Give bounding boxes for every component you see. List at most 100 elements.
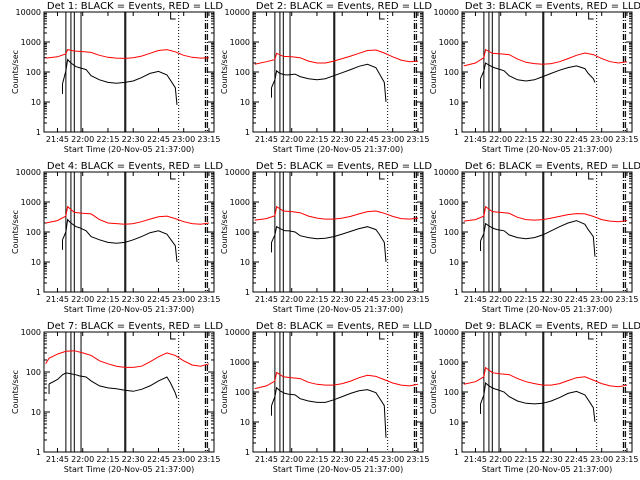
marker-bracket bbox=[379, 332, 385, 340]
series-events-line bbox=[62, 218, 178, 263]
x-tick-label: 22:45 bbox=[147, 455, 170, 464]
y-tick-label: 10000 bbox=[16, 8, 41, 17]
x-tick-label: 23:15 bbox=[197, 135, 220, 144]
x-tick-label: 22:30 bbox=[331, 135, 354, 144]
marker-bracket bbox=[379, 12, 385, 20]
series-lld-line bbox=[45, 350, 210, 368]
plot-frame bbox=[252, 171, 424, 293]
x-tick-label: 22:00 bbox=[71, 295, 94, 304]
y-tick-label: 1 bbox=[454, 128, 459, 137]
y-tick-label: 1 bbox=[36, 128, 41, 137]
series-events-line bbox=[480, 62, 596, 83]
panel-title: Det 3: BLACK = Events, RED = LLD bbox=[465, 1, 640, 12]
series-lld-line bbox=[45, 205, 210, 225]
x-tick-label: 22:45 bbox=[565, 455, 588, 464]
x-axis-label: Start Time (20-Nov-05 21:37:00) bbox=[64, 305, 194, 314]
series-lld-line bbox=[254, 49, 419, 65]
x-tick-label: 21:45 bbox=[464, 455, 487, 464]
y-tick-label: 10000 bbox=[225, 168, 250, 177]
y-axis-label: Counts/sec bbox=[429, 210, 438, 254]
x-tick-label: 21:45 bbox=[255, 135, 278, 144]
y-axis-label: Counts/sec bbox=[220, 210, 229, 254]
y-tick-label: 10 bbox=[449, 258, 459, 267]
panel-title: Det 9: BLACK = Events, RED = LLD bbox=[465, 321, 640, 332]
series-events-line bbox=[480, 220, 596, 257]
x-tick-label: 22:15 bbox=[305, 135, 328, 144]
y-tick-label: 1000 bbox=[230, 38, 250, 47]
x-tick-label: 23:00 bbox=[381, 295, 404, 304]
x-tick-label: 21:45 bbox=[464, 135, 487, 144]
marker-bracket bbox=[588, 172, 594, 180]
y-tick-label: 10000 bbox=[225, 328, 250, 337]
y-tick-label: 1000 bbox=[230, 198, 250, 207]
marker-bracket bbox=[170, 12, 176, 20]
x-tick-label: 22:45 bbox=[356, 295, 379, 304]
y-tick-label: 1000 bbox=[230, 358, 250, 367]
y-tick-label: 1000 bbox=[21, 328, 41, 337]
y-axis-label: Counts/sec bbox=[429, 370, 438, 414]
x-tick-label: 23:15 bbox=[197, 455, 220, 464]
series-events-line bbox=[48, 372, 178, 399]
x-tick-label: 22:30 bbox=[122, 135, 145, 144]
y-tick-label: 1 bbox=[454, 288, 459, 297]
x-axis-label: Start Time (20-Nov-05 21:37:00) bbox=[482, 465, 612, 474]
plot-frame bbox=[43, 11, 215, 133]
x-tick-label: 22:15 bbox=[514, 135, 537, 144]
x-tick-label: 23:15 bbox=[406, 295, 429, 304]
y-tick-label: 100 bbox=[26, 368, 41, 377]
y-tick-label: 10 bbox=[449, 418, 459, 427]
x-tick-label: 23:15 bbox=[615, 295, 638, 304]
x-tick-label: 22:00 bbox=[489, 295, 512, 304]
series-lld-line bbox=[254, 371, 419, 390]
x-tick-label: 22:15 bbox=[305, 295, 328, 304]
x-tick-label: 23:15 bbox=[406, 135, 429, 144]
x-tick-label: 22:15 bbox=[96, 455, 119, 464]
x-tick-label: 23:00 bbox=[381, 135, 404, 144]
panel-title: Det 8: BLACK = Events, RED = LLD bbox=[256, 321, 433, 332]
y-tick-label: 1 bbox=[454, 448, 459, 457]
x-tick-label: 23:15 bbox=[406, 455, 429, 464]
x-tick-label: 23:15 bbox=[197, 295, 220, 304]
x-tick-label: 22:45 bbox=[356, 135, 379, 144]
y-tick-label: 10000 bbox=[434, 168, 459, 177]
y-axis-label: Counts/sec bbox=[11, 370, 20, 414]
x-tick-label: 22:00 bbox=[489, 135, 512, 144]
y-tick-label: 1 bbox=[36, 448, 41, 457]
y-tick-label: 1000 bbox=[439, 198, 459, 207]
plot-frame bbox=[43, 171, 215, 293]
y-tick-label: 1 bbox=[245, 448, 250, 457]
y-tick-label: 10 bbox=[240, 98, 250, 107]
x-tick-label: 23:15 bbox=[615, 135, 638, 144]
y-tick-label: 100 bbox=[444, 388, 459, 397]
plot-frame bbox=[43, 331, 215, 453]
x-tick-label: 22:00 bbox=[489, 455, 512, 464]
x-tick-label: 21:45 bbox=[464, 295, 487, 304]
plot-frame bbox=[461, 331, 633, 453]
y-axis-label: Counts/sec bbox=[11, 50, 20, 94]
series-lld-line bbox=[45, 49, 210, 59]
y-tick-label: 100 bbox=[26, 68, 41, 77]
x-tick-label: 23:00 bbox=[590, 135, 613, 144]
x-tick-label: 22:30 bbox=[122, 295, 145, 304]
marker-bracket bbox=[588, 12, 594, 20]
x-tick-label: 21:45 bbox=[46, 295, 69, 304]
x-tick-label: 23:15 bbox=[615, 455, 638, 464]
plot-frame bbox=[461, 11, 633, 133]
series-lld-line bbox=[463, 205, 628, 223]
x-tick-label: 22:30 bbox=[540, 455, 563, 464]
y-tick-label: 100 bbox=[235, 68, 250, 77]
y-tick-label: 10000 bbox=[16, 168, 41, 177]
marker-bracket bbox=[170, 172, 176, 180]
x-tick-label: 22:15 bbox=[96, 295, 119, 304]
x-tick-label: 22:15 bbox=[514, 295, 537, 304]
x-axis-label: Start Time (20-Nov-05 21:37:00) bbox=[273, 465, 403, 474]
series-events-line bbox=[62, 58, 178, 105]
x-axis-label: Start Time (20-Nov-05 21:37:00) bbox=[482, 305, 612, 314]
y-tick-label: 1000 bbox=[21, 198, 41, 207]
